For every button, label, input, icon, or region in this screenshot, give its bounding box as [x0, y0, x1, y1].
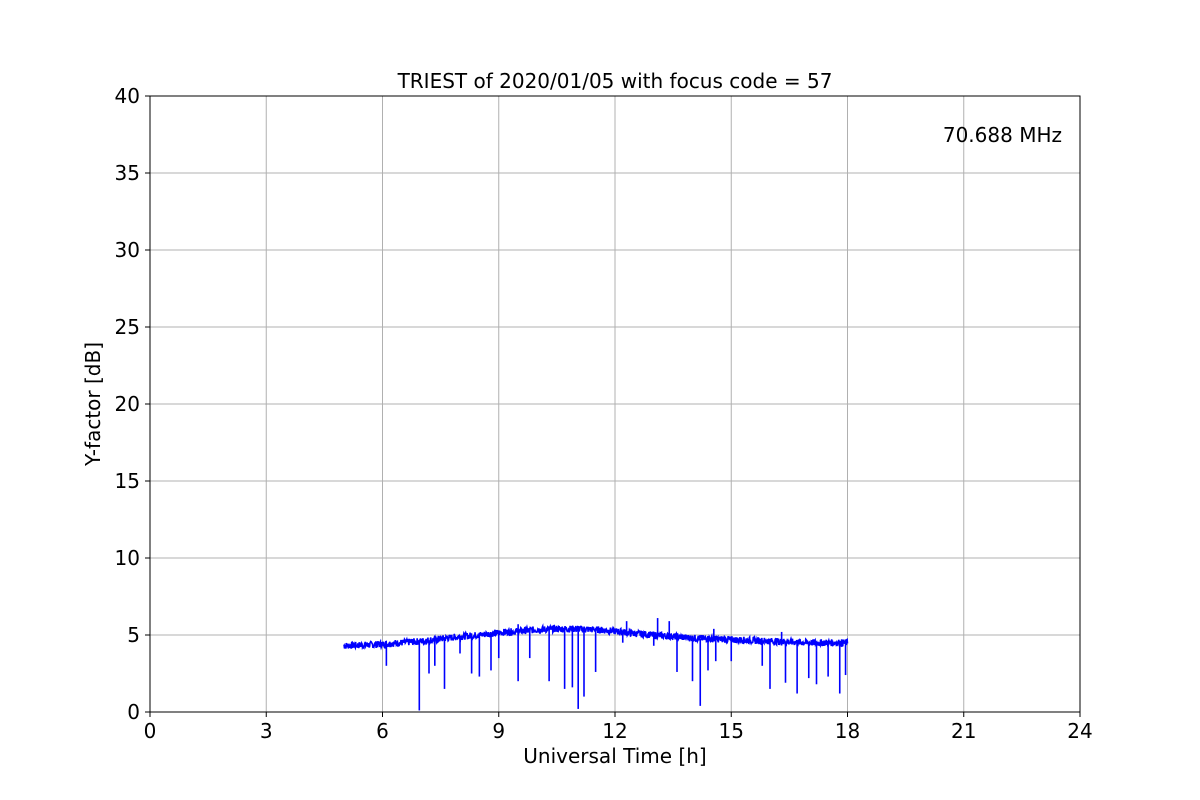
x-tick-label: 6 — [376, 719, 389, 743]
y-tick-label: 15 — [115, 469, 140, 493]
chart-title: TRIEST of 2020/01/05 with focus code = 5… — [397, 69, 833, 93]
y-tick-label: 35 — [115, 161, 140, 185]
y-tick-label: 5 — [127, 623, 140, 647]
x-tick-label: 21 — [951, 719, 976, 743]
y-axis-label: Y-factor [dB] — [81, 342, 105, 467]
x-tick-label: 9 — [492, 719, 505, 743]
y-tick-label: 40 — [115, 84, 140, 108]
x-tick-label: 24 — [1067, 719, 1092, 743]
y-tick-label: 0 — [127, 700, 140, 724]
x-tick-label: 12 — [602, 719, 627, 743]
x-axis-ticks: 0 3 6 9 12 15 18 21 24 — [144, 712, 1093, 743]
y-tick-label: 20 — [115, 392, 140, 416]
y-tick-label: 25 — [115, 315, 140, 339]
y-tick-label: 30 — [115, 238, 140, 262]
frequency-annotation: 70.688 MHz — [943, 123, 1062, 147]
x-tick-label: 3 — [260, 719, 273, 743]
grid-lines — [149, 95, 1081, 713]
x-tick-label: 15 — [719, 719, 744, 743]
x-axis-label: Universal Time [h] — [523, 744, 706, 768]
x-tick-label: 18 — [835, 719, 860, 743]
y-axis-ticks: 0 5 10 15 20 25 30 35 40 — [115, 84, 150, 724]
y-tick-label: 10 — [115, 546, 140, 570]
series-layer — [343, 618, 849, 711]
x-tick-label: 0 — [144, 719, 157, 743]
